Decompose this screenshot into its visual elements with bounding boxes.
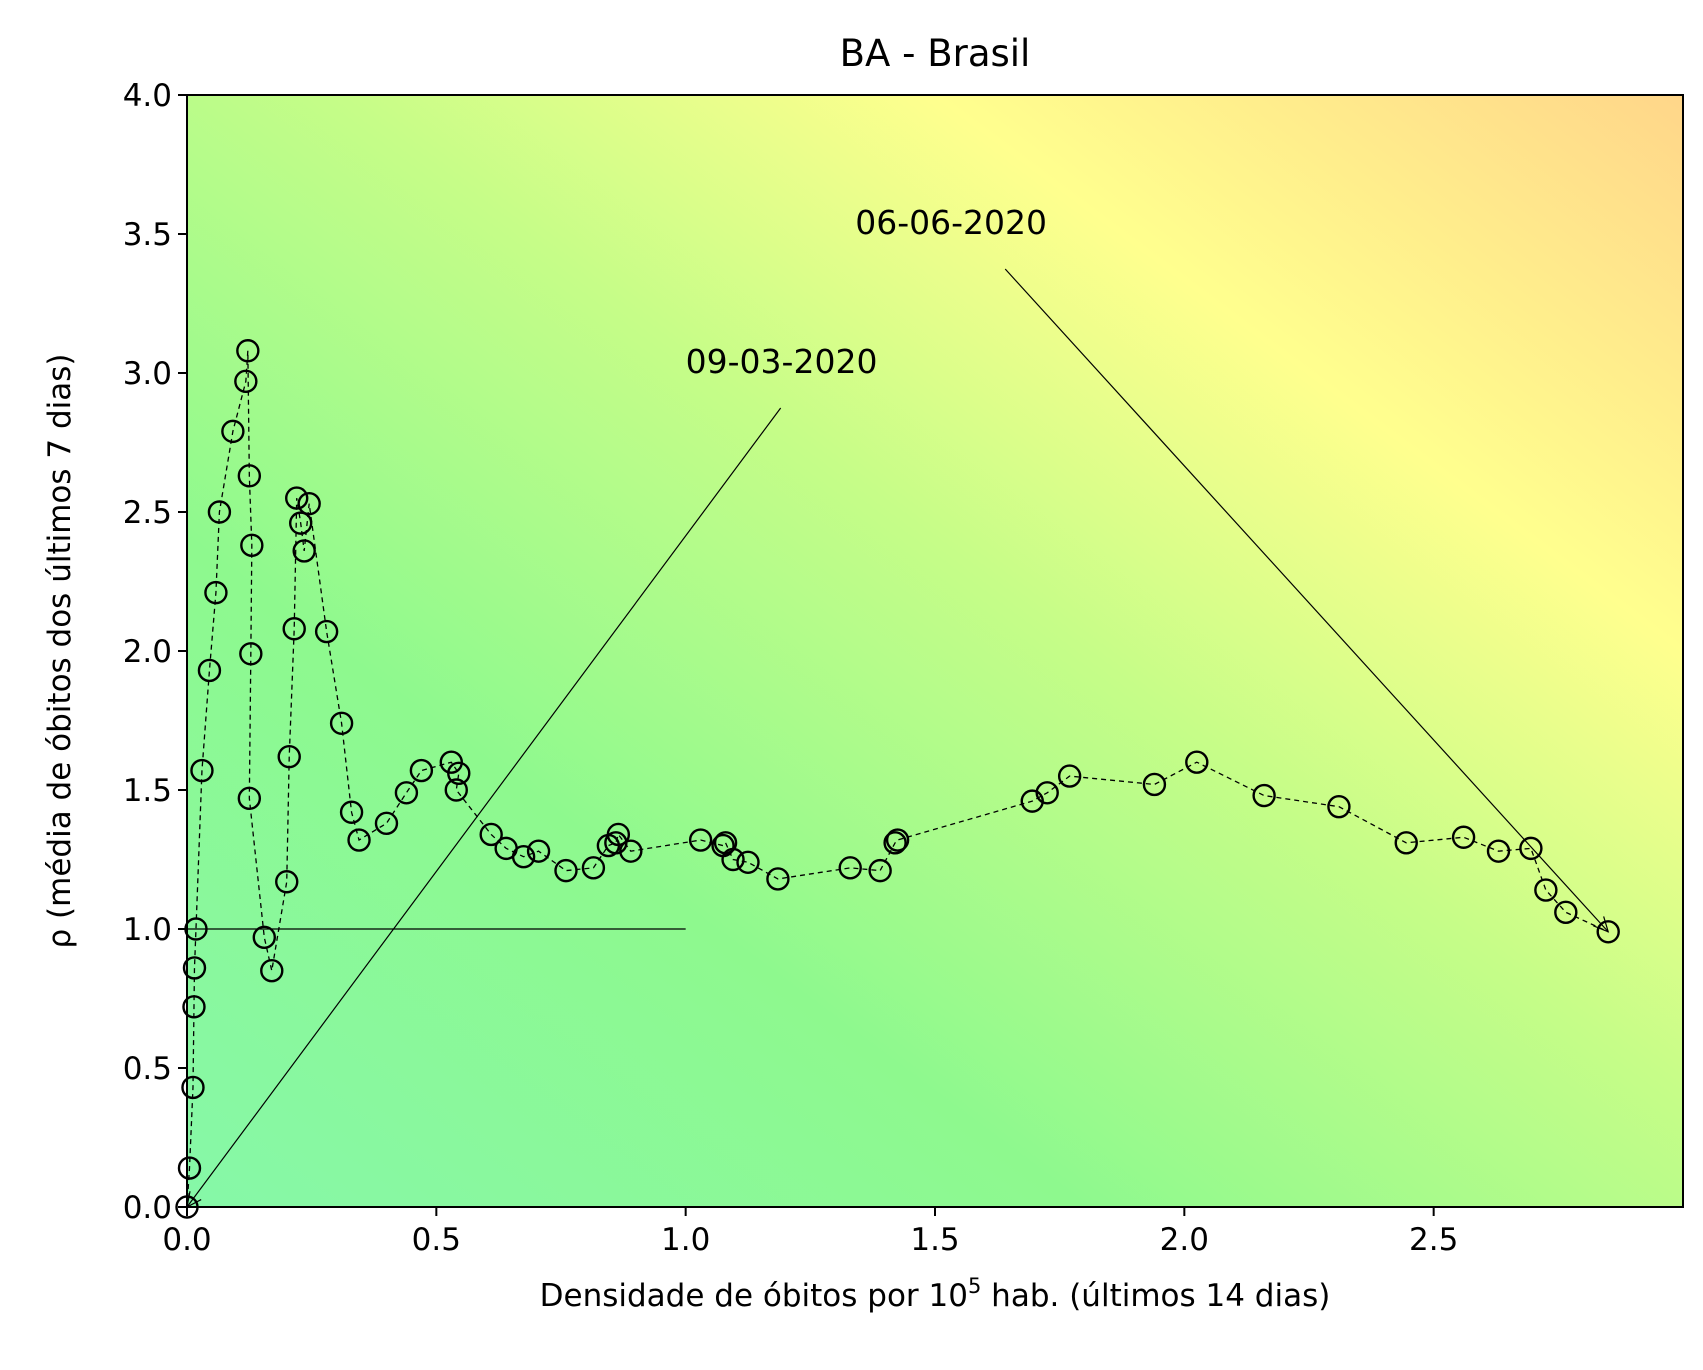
data-point (234, 369, 258, 394)
data-point (1534, 878, 1558, 902)
y-tick-label: 1.0 (123, 912, 172, 948)
data-point (236, 339, 260, 363)
data-point (239, 642, 263, 666)
x-tick-label: 1.0 (661, 1222, 710, 1258)
data-point (240, 533, 264, 558)
data-point (1394, 831, 1418, 855)
data-point (1185, 750, 1209, 774)
plot-area-background (187, 95, 1683, 1207)
data-point (285, 486, 309, 510)
x-tick-label: 2.5 (1409, 1222, 1458, 1258)
data-point (297, 491, 321, 516)
x-axis-ticks: 0.0 0.5 1.0 1.5 2.0 2.5 (162, 1207, 1458, 1258)
data-point (394, 781, 419, 805)
data-point (204, 580, 228, 605)
data-point (1596, 920, 1620, 944)
x-axis-label: Densidade de óbitos por 105 hab. (último… (540, 1274, 1331, 1314)
data-point (554, 858, 578, 883)
data-point (339, 800, 364, 824)
data-point (182, 995, 206, 1019)
data-point (207, 500, 232, 524)
data-point (292, 539, 316, 563)
annotation-arrow-head (1593, 916, 1610, 933)
x-axis-label-superscript: 5 (968, 1274, 981, 1298)
data-point (177, 1156, 202, 1180)
data-point (277, 744, 301, 769)
series-layer (175, 339, 1620, 1219)
data-point (197, 658, 222, 683)
data-point (237, 786, 262, 811)
data-point (1057, 764, 1082, 788)
data-point (182, 956, 207, 980)
data-point (374, 811, 399, 836)
data-point (275, 870, 299, 894)
data-point (479, 822, 503, 847)
data-point (1142, 772, 1167, 797)
annotation-layer: 09-03-2020 06-06-2020 (186, 203, 1610, 1209)
y-axis-label: ρ (média de óbitos dos últimos 7 dias) (42, 354, 78, 949)
data-point (409, 758, 434, 783)
data-point (1327, 794, 1351, 819)
data-point (252, 925, 276, 950)
annotation-label: 06-06-2020 (855, 203, 1047, 242)
data-point (619, 839, 643, 863)
data-point (1252, 783, 1276, 808)
annotation-arrow-line (186, 407, 782, 1208)
data-point (868, 858, 892, 883)
annotation-label: 09-03-2020 (686, 342, 878, 381)
y-tick-label: 2.5 (123, 495, 172, 531)
data-point (1519, 836, 1543, 861)
y-tick-label: 4.0 (123, 78, 172, 114)
data-point (237, 464, 262, 488)
data-point (190, 758, 214, 783)
y-tick-label: 3.5 (123, 217, 172, 253)
data-point (606, 822, 631, 847)
data-point (721, 847, 745, 872)
data-point (347, 828, 371, 852)
chart-title: BA - Brasil (840, 32, 1031, 75)
data-point (1554, 900, 1578, 925)
x-tick-label: 1.5 (910, 1222, 959, 1258)
data-point (885, 828, 910, 852)
x-axis-label-main: Densidade de óbitos por 10 (540, 1278, 968, 1314)
data-point (581, 856, 606, 880)
data-point (511, 845, 536, 869)
data-point (181, 1075, 205, 1100)
data-point (688, 828, 713, 852)
x-tick-label: 0.5 (412, 1222, 461, 1258)
y-tick-label: 3.0 (123, 356, 172, 392)
y-axis-ticks: 0.0 0.5 1.0 1.5 2.0 2.5 3.0 3.5 4.0 (123, 78, 187, 1226)
annotation-arrow-line (1004, 268, 1609, 933)
data-point (1035, 781, 1059, 805)
data-point (444, 778, 468, 802)
data-point (526, 839, 551, 863)
data-point (288, 511, 313, 535)
y-tick-label: 0.5 (123, 1051, 172, 1087)
data-point (260, 959, 284, 983)
data-point (447, 761, 471, 786)
data-point (883, 831, 907, 855)
x-axis-label-rest: hab. (últimos 14 dias) (981, 1278, 1330, 1314)
data-point (314, 619, 339, 644)
data-point (221, 419, 245, 444)
data-point (329, 711, 354, 735)
data-point (766, 867, 790, 891)
data-point (282, 617, 306, 641)
y-tick-label: 2.0 (123, 634, 172, 670)
data-point (1451, 825, 1476, 849)
y-tick-label: 0.0 (123, 1190, 172, 1226)
x-tick-label: 0.0 (162, 1222, 211, 1258)
data-point (838, 856, 862, 880)
y-tick-label: 1.5 (123, 773, 172, 809)
data-point (736, 850, 760, 874)
x-tick-label: 2.0 (1160, 1222, 1209, 1258)
data-point (1486, 839, 1511, 863)
